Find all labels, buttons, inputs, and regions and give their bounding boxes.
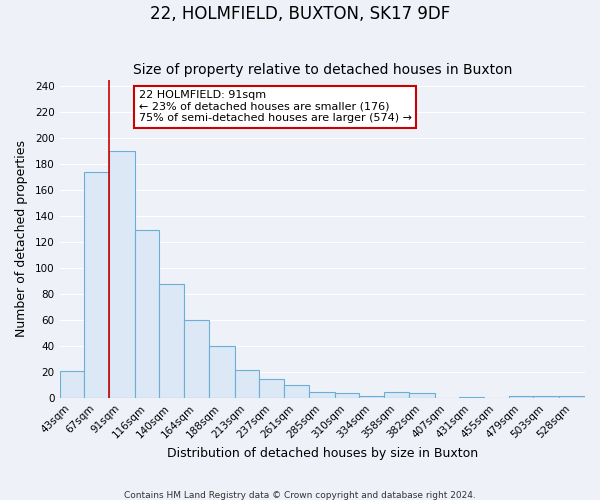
Bar xyxy=(209,346,235,399)
Bar xyxy=(84,172,109,398)
Bar xyxy=(335,393,359,398)
Bar xyxy=(509,396,533,398)
Bar xyxy=(109,151,135,398)
Bar xyxy=(384,392,409,398)
Bar xyxy=(259,379,284,398)
Bar xyxy=(359,396,384,398)
Bar xyxy=(309,392,335,398)
Text: Contains HM Land Registry data © Crown copyright and database right 2024.: Contains HM Land Registry data © Crown c… xyxy=(124,490,476,500)
Bar xyxy=(284,386,309,398)
Bar xyxy=(59,371,84,398)
Text: 22 HOLMFIELD: 91sqm
← 23% of detached houses are smaller (176)
75% of semi-detac: 22 HOLMFIELD: 91sqm ← 23% of detached ho… xyxy=(139,90,412,123)
Bar xyxy=(559,396,585,398)
Bar xyxy=(533,396,559,398)
Bar xyxy=(184,320,209,398)
Title: Size of property relative to detached houses in Buxton: Size of property relative to detached ho… xyxy=(133,63,512,77)
Bar xyxy=(460,397,484,398)
Bar xyxy=(135,230,160,398)
Y-axis label: Number of detached properties: Number of detached properties xyxy=(15,140,28,338)
Bar xyxy=(160,284,184,399)
Bar xyxy=(235,370,259,398)
Text: 22, HOLMFIELD, BUXTON, SK17 9DF: 22, HOLMFIELD, BUXTON, SK17 9DF xyxy=(150,5,450,23)
Bar xyxy=(409,393,434,398)
X-axis label: Distribution of detached houses by size in Buxton: Distribution of detached houses by size … xyxy=(167,447,478,460)
